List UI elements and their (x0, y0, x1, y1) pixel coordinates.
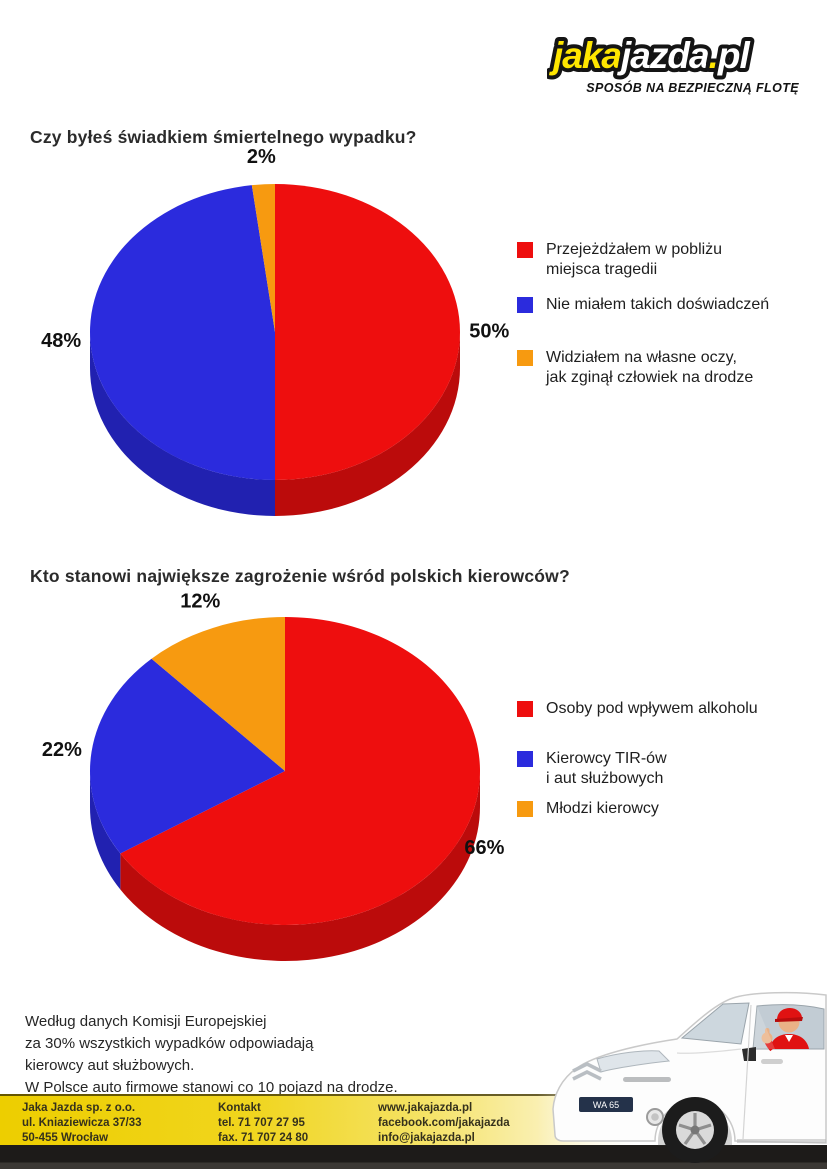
van-illustration: WA 65 (552, 991, 827, 1163)
footer-web-links: www.jakajazda.pl facebook.com/jakajazda in… (378, 1101, 510, 1146)
brand-logo: jakajazda.pl SPOSÓB NA BEZPIECZNĄ FLOTĘ (547, 30, 799, 95)
footnote-text: Według danych Komisji Europejskiej za 30%… (25, 1013, 398, 1096)
pie-chart-2: 66% 22% 12% (42, 590, 505, 962)
footer-company-address: Jaka Jazda sp. z o.o. ul. Kniaziewicza 37… (22, 1101, 142, 1146)
legend-swatch (517, 751, 533, 767)
footer-line: ul. Kniaziewicza 37/33 (22, 1117, 142, 1129)
brand-tagline: SPOSÓB NA BEZPIECZNĄ FLOTĘ (586, 81, 799, 95)
legend-label: Przejeżdżałem w pobliżu miejsca tragedii (546, 241, 723, 278)
front-wheel (662, 1097, 728, 1163)
footer-line: tel. 71 707 27 95 (218, 1117, 305, 1129)
pie-slice-side (120, 771, 481, 962)
pie-slice (120, 617, 481, 925)
question-2-title: Kto stanowi największe zagrożenie wśród … (30, 566, 570, 586)
legend-swatch (517, 297, 533, 313)
legend-label: Nie miałem takich doświadczeń (546, 296, 770, 313)
pie-value-label: 50% (469, 320, 509, 342)
legend-item: Osoby pod wpływem alkoholu (517, 699, 758, 719)
legend-item: Kierowcy TIR-ów i aut służbowych (517, 749, 667, 789)
pie-slice-side (90, 771, 121, 890)
pie-slice (89, 185, 276, 480)
pie-value-label: 22% (42, 739, 82, 761)
legend-label: Młodzi kierowcy (546, 800, 659, 817)
pie-slice (151, 617, 285, 771)
pie-slice (251, 184, 275, 332)
question-1-title: Czy byłeś świadkiem śmiertelnego wypadku… (30, 127, 417, 147)
legend-label: Widziałem na własne oczy, jak zginął czło… (546, 349, 754, 386)
footer-line: Jaka Jazda sp. z o.o. (22, 1102, 136, 1114)
pie-value-label: 48% (41, 330, 81, 352)
legend-item: Widziałem na własne oczy, jak zginął czło… (517, 348, 753, 388)
legend-label: Kierowcy TIR-ów i aut służbowych (546, 750, 667, 787)
pie-slice (275, 184, 460, 480)
pie-chart-1: 50% 48% 2% (41, 146, 510, 516)
pie-slice-side (90, 332, 275, 516)
pie-slice-side (275, 332, 460, 516)
driver-figure (761, 1008, 809, 1052)
footer-line: 50-455 Wrocław (22, 1132, 109, 1144)
pie-value-label: 66% (464, 837, 504, 859)
footer-line: info@jakajazda.pl (378, 1132, 475, 1144)
footer-line: fax. 71 707 24 80 (218, 1132, 309, 1144)
legend-item: Nie miałem takich doświadczeń (517, 295, 769, 315)
logo-text: jakajazda.pl (549, 35, 750, 76)
license-plate: WA 65 (593, 1100, 619, 1110)
legend-label: Osoby pod wpływem alkoholu (546, 700, 758, 717)
jakajazda-logo: jakajazda.pl (547, 31, 755, 80)
pie-value-label: 12% (180, 590, 220, 612)
pie-chart-1-legend: Przejeżdżałem w pobliżu miejsca tragedii N… (517, 240, 827, 410)
legend-item: Młodzi kierowcy (517, 799, 659, 819)
legend-item: Przejeżdżałem w pobliżu miejsca tragedii (517, 240, 722, 280)
pie-value-label: 2% (247, 146, 276, 168)
footer-line: www.jakajazda.pl (378, 1102, 473, 1114)
footer-contact: Kontakt tel. 71 707 27 95 fax. 71 707 24 8… (218, 1101, 308, 1146)
van-photo: WA 65 (537, 989, 827, 1163)
legend-swatch (517, 242, 533, 258)
legend-swatch (517, 701, 533, 717)
legend-swatch (517, 350, 533, 366)
legend-swatch (517, 801, 533, 817)
pie-chart-2-legend: Osoby pod wpływem alkoholu Kierowcy TIR-ó… (517, 699, 827, 829)
footer-line: Kontakt (218, 1102, 261, 1114)
footer-line: facebook.com/jakajazda (378, 1117, 510, 1129)
pie-slice (89, 658, 285, 854)
